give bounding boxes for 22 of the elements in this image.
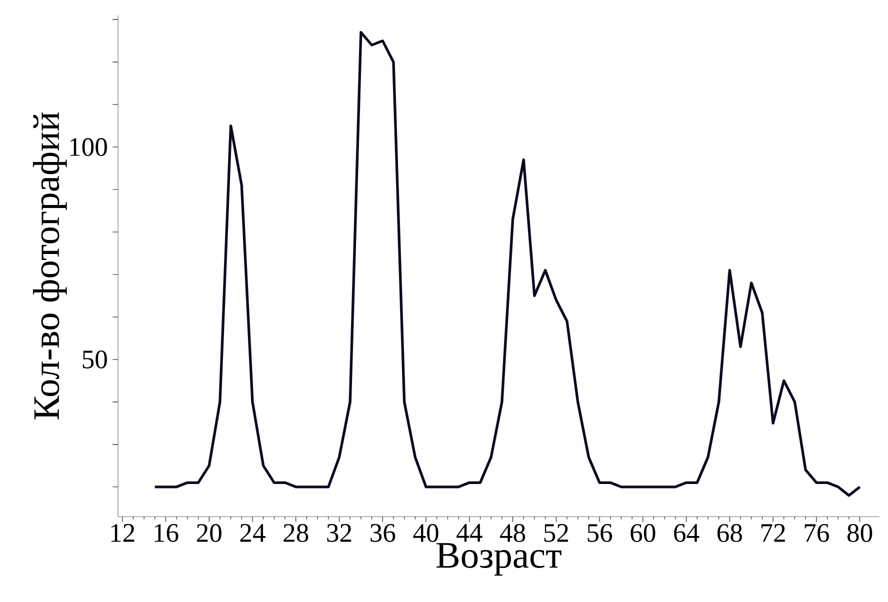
x-tick-label: 48 — [500, 524, 526, 542]
x-tick-label: 12 — [111, 524, 134, 542]
y-axis-title: Кол-во фотографий — [32, 112, 67, 420]
y-tick-label: 100 — [70, 138, 107, 156]
x-tick-label: 44 — [456, 524, 482, 542]
x-tick-label: 40 — [413, 524, 438, 542]
x-tick-label: 76 — [804, 524, 829, 542]
x-tick-label: 24 — [240, 524, 266, 542]
x-tick-label: 80 — [848, 524, 872, 542]
x-axis-title: Возраст — [436, 543, 562, 576]
x-tick-label: 56 — [588, 524, 612, 542]
x-tick-label: 16 — [154, 524, 178, 542]
x-tick-label: 36 — [370, 524, 396, 542]
x-tick-label: 52 — [544, 524, 568, 542]
x-tick-label: 32 — [327, 524, 352, 542]
x-tick-label: 72 — [761, 524, 785, 542]
x-tick-label: 20 — [196, 524, 222, 542]
x-tick-label: 68 — [717, 524, 742, 542]
x-tick-label: 60 — [630, 524, 656, 542]
y-tick-label: 50 — [82, 350, 107, 368]
x-tick-label: 28 — [284, 524, 308, 542]
x-tick-label: 64 — [674, 524, 700, 542]
